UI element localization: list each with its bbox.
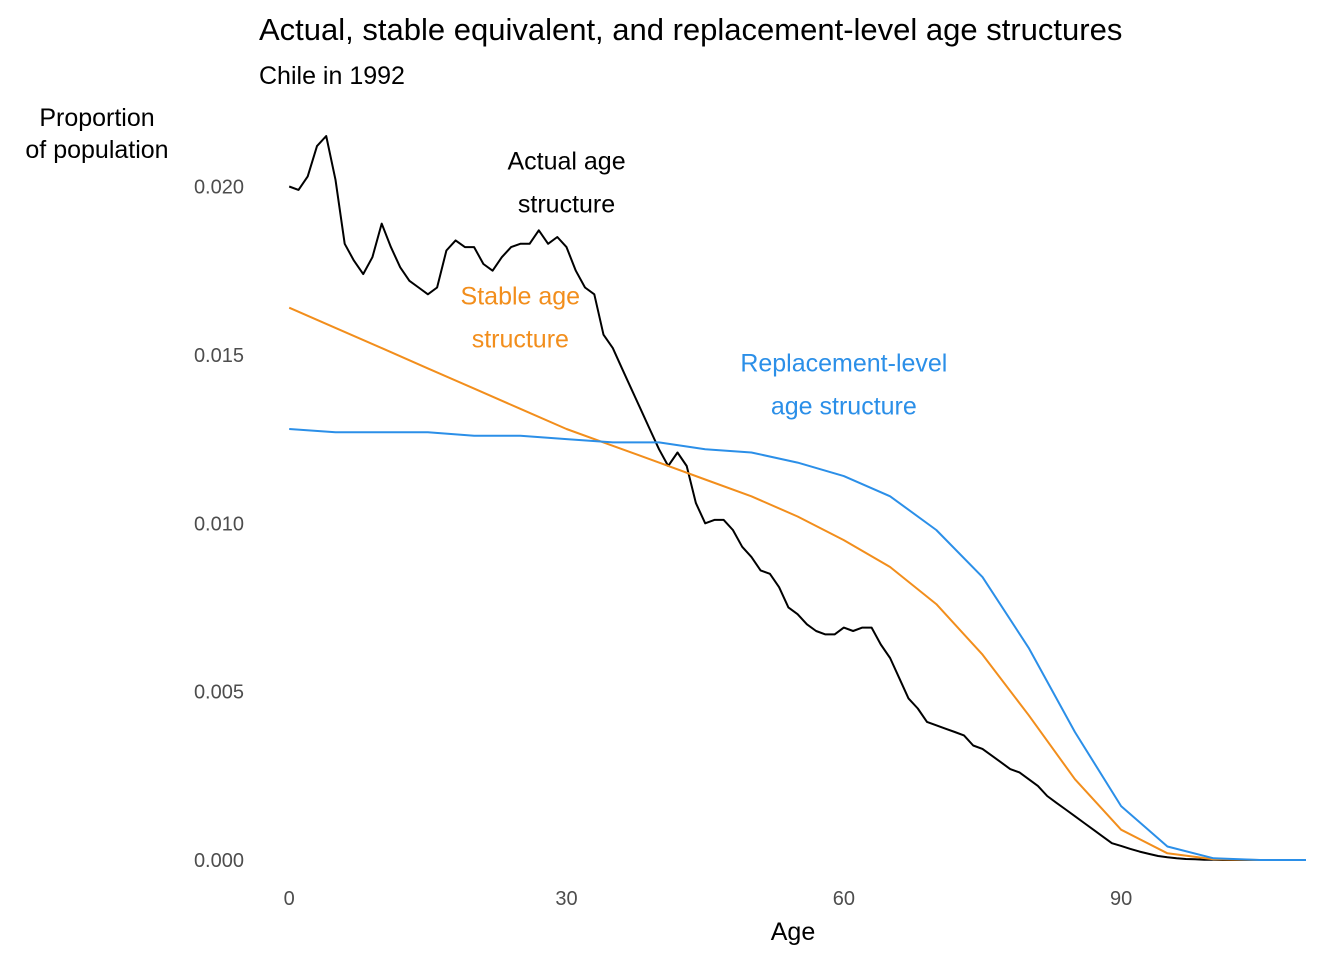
series-label-actual: Actual age [507,148,625,176]
series-label-stable: Stable age [461,282,581,310]
series-line-actual [288,135,1306,861]
chart-subtitle: Chile in 1992 [259,62,405,90]
y-tick-label: 0.000 [194,850,244,872]
x-tick-label: 0 [284,888,295,910]
chart-title: Actual, stable equivalent, and replaceme… [259,12,1122,47]
series-labels: Actual age structure Stable age structure Re… [461,148,948,421]
x-tick-label: 30 [555,888,577,910]
y-axis-title-line-2: of population [25,136,168,164]
x-axis-ticks: 0 30 60 90 [284,888,1133,910]
y-axis-title-line-1: Proportion [39,104,154,132]
series-label-actual: structure [518,191,615,219]
x-tick-label: 60 [833,888,855,910]
y-tick-label: 0.005 [194,682,244,704]
series-label-replacement: Replacement-level [740,350,947,378]
series-line-replacement [289,428,1306,861]
series-line-stable [288,306,1306,861]
y-tick-label: 0.015 [194,345,244,367]
y-tick-label: 0.010 [194,513,244,535]
series-lines [288,135,1306,861]
x-tick-label: 90 [1110,888,1132,910]
y-axis-ticks: 0.000 0.005 0.010 0.015 0.020 [194,177,244,872]
series-label-stable: structure [472,325,569,353]
x-axis-title: Age [771,918,815,946]
y-tick-label: 0.020 [194,177,244,199]
series-label-replacement: age structure [771,393,917,421]
